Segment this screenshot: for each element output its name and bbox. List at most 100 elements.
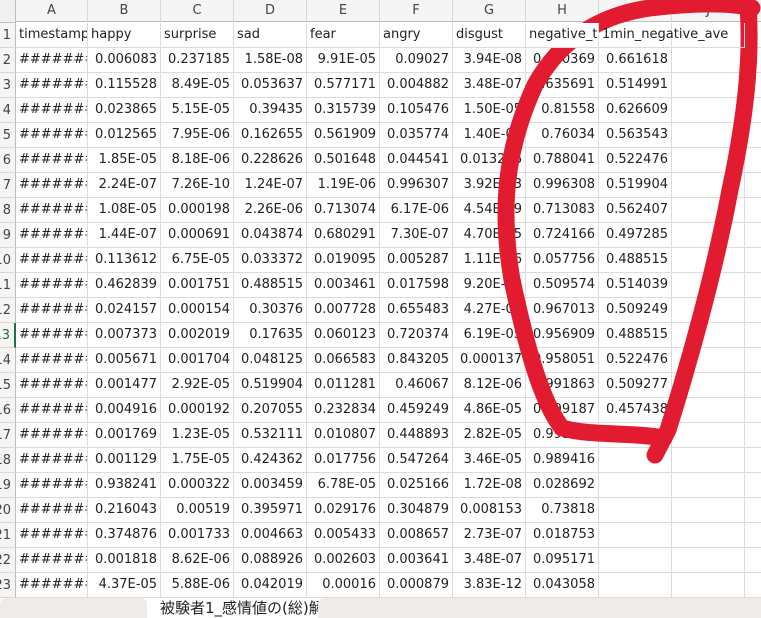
header-cell[interactable]: sad (234, 23, 307, 48)
data-cell[interactable] (672, 98, 745, 123)
row-header[interactable]: 15 (0, 373, 16, 398)
data-cell[interactable] (599, 573, 672, 598)
data-cell[interactable]: 3.92E-13 (453, 173, 526, 198)
data-cell[interactable]: 0.522476 (599, 348, 672, 373)
data-cell[interactable] (745, 398, 761, 423)
data-cell[interactable]: ####### (16, 398, 88, 423)
data-cell[interactable]: 0.561909 (307, 123, 380, 148)
data-cell[interactable]: 1.24E-07 (234, 173, 307, 198)
data-cell[interactable]: 1.58E-08 (234, 48, 307, 73)
data-cell[interactable]: 9.20E-08 (453, 273, 526, 298)
data-cell[interactable]: 0.967013 (526, 298, 599, 323)
data-cell[interactable]: ####### (16, 173, 88, 198)
data-cell[interactable] (672, 223, 745, 248)
data-cell[interactable]: 0.048125 (234, 348, 307, 373)
data-cell[interactable]: 0.843205 (380, 348, 453, 373)
data-cell[interactable]: 0.019095 (307, 248, 380, 273)
data-cell[interactable]: 0.008153 (453, 498, 526, 523)
data-cell[interactable]: 0.013226 (453, 148, 526, 173)
data-cell[interactable] (672, 73, 745, 98)
data-cell[interactable]: 0.105476 (380, 98, 453, 123)
data-cell[interactable]: 0.228626 (234, 148, 307, 173)
data-cell[interactable]: 4.27E-06 (453, 298, 526, 323)
data-cell[interactable]: 2.73E-07 (453, 523, 526, 548)
data-cell[interactable]: 0.007728 (307, 298, 380, 323)
data-cell[interactable]: 0.635691 (526, 73, 599, 98)
data-cell[interactable]: 1.08E-05 (88, 198, 161, 223)
header-cell[interactable]: fear (307, 23, 380, 48)
row-header[interactable]: 6 (0, 148, 16, 173)
data-cell[interactable]: 0.006083 (88, 48, 161, 73)
data-cell[interactable]: 0.724166 (526, 223, 599, 248)
data-cell[interactable] (672, 298, 745, 323)
data-cell[interactable] (745, 273, 761, 298)
header-cell[interactable]: 1min_negative_ave (599, 23, 728, 48)
data-cell[interactable]: 0.216043 (88, 498, 161, 523)
data-cell[interactable]: 0.001704 (161, 348, 234, 373)
data-cell[interactable]: 0.991829 (526, 423, 599, 448)
data-cell[interactable] (745, 98, 761, 123)
data-cell[interactable] (745, 548, 761, 573)
data-cell[interactable]: 4.86E-05 (453, 398, 526, 423)
data-cell[interactable]: 0.017598 (380, 273, 453, 298)
header-cell[interactable]: disgust (453, 23, 526, 48)
data-cell[interactable]: 0.066583 (307, 348, 380, 373)
data-cell[interactable]: 1.23E-05 (161, 423, 234, 448)
column-header-f[interactable]: F (380, 0, 453, 22)
data-cell[interactable]: 0.004916 (88, 398, 161, 423)
data-cell[interactable]: 0.115528 (88, 73, 161, 98)
data-cell[interactable]: 0.497285 (599, 223, 672, 248)
row-header[interactable]: 3 (0, 73, 16, 98)
column-header[interactable] (745, 0, 761, 22)
data-cell[interactable] (745, 298, 761, 323)
data-cell[interactable]: 0.488515 (599, 323, 672, 348)
data-cell[interactable]: 0.004663 (234, 523, 307, 548)
data-cell[interactable]: 0.060123 (307, 323, 380, 348)
data-cell[interactable]: 0.509574 (526, 273, 599, 298)
row-header[interactable]: 7 (0, 173, 16, 198)
data-cell[interactable]: ####### (16, 573, 88, 598)
data-cell[interactable] (672, 198, 745, 223)
data-cell[interactable]: 0.237185 (161, 48, 234, 73)
data-cell[interactable] (599, 523, 672, 548)
data-cell[interactable]: 0.09027 (380, 48, 453, 73)
data-cell[interactable]: 0.001733 (161, 523, 234, 548)
data-cell[interactable]: 0.090369 (526, 48, 599, 73)
data-cell[interactable]: ####### (16, 198, 88, 223)
data-cell[interactable]: 1.11E-06 (453, 248, 526, 273)
data-cell[interactable]: 0.001751 (161, 273, 234, 298)
data-cell[interactable]: 0.005433 (307, 523, 380, 548)
row-header[interactable]: 13 (0, 323, 16, 348)
data-cell[interactable]: 1.72E-08 (453, 473, 526, 498)
row-header[interactable]: 16 (0, 398, 16, 423)
data-cell[interactable]: 0.488515 (234, 273, 307, 298)
header-cell[interactable]: negative_t (526, 23, 599, 48)
data-cell[interactable]: 8.18E-06 (161, 148, 234, 173)
data-cell[interactable]: 0.088926 (234, 548, 307, 573)
select-all-corner[interactable] (0, 0, 16, 23)
data-cell[interactable] (745, 323, 761, 348)
data-cell[interactable]: ####### (16, 73, 88, 98)
data-cell[interactable]: 2.92E-05 (161, 373, 234, 398)
data-cell[interactable]: 8.49E-05 (161, 73, 234, 98)
data-cell[interactable]: 1.75E-05 (161, 448, 234, 473)
data-cell[interactable]: ####### (16, 448, 88, 473)
data-cell[interactable]: 0.720374 (380, 323, 453, 348)
data-cell[interactable]: 0.626609 (599, 98, 672, 123)
header-cell[interactable]: angry (380, 23, 453, 48)
data-cell[interactable]: 0.996308 (526, 173, 599, 198)
data-cell[interactable] (672, 473, 745, 498)
data-cell[interactable]: 0.232834 (307, 398, 380, 423)
data-cell[interactable]: 1.85E-05 (88, 148, 161, 173)
data-cell[interactable]: 0.000322 (161, 473, 234, 498)
data-cell[interactable] (599, 498, 672, 523)
data-cell[interactable] (745, 248, 761, 273)
data-cell[interactable]: 0.996307 (380, 173, 453, 198)
data-cell[interactable]: ####### (16, 473, 88, 498)
data-cell[interactable] (672, 523, 745, 548)
data-cell[interactable] (745, 423, 761, 448)
data-cell[interactable]: 0.002603 (307, 548, 380, 573)
data-cell[interactable]: 0.012565 (88, 123, 161, 148)
data-cell[interactable]: 0.958051 (526, 348, 599, 373)
data-cell[interactable] (672, 48, 745, 73)
